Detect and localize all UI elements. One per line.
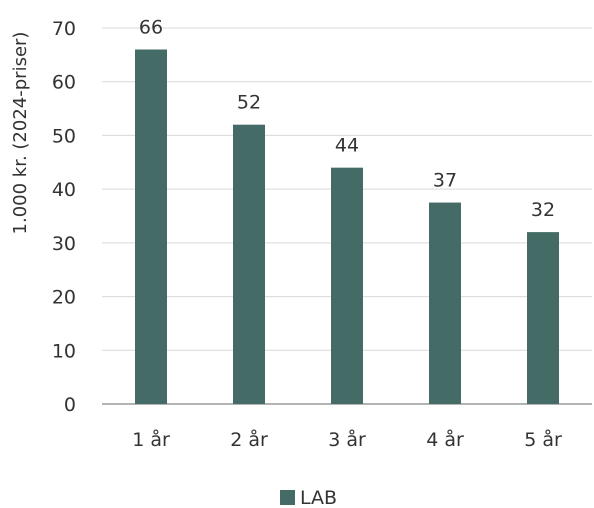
y-axis-title: 1.000 kr. (2024-priser): [10, 32, 31, 235]
data-label: 52: [237, 92, 261, 114]
x-tick-label: 4 år: [426, 428, 464, 451]
x-tick-label: 2 år: [230, 428, 268, 451]
y-tick-label: 0: [64, 394, 76, 416]
y-tick-label: 20: [52, 287, 76, 309]
y-tick-label: 70: [52, 18, 76, 40]
legend: LAB: [280, 487, 337, 508]
data-labels: 66 52 44 37 32: [139, 16, 555, 221]
bars: [135, 49, 559, 404]
bar: [135, 49, 167, 404]
legend-swatch-lab: [280, 490, 295, 505]
bar: [429, 202, 461, 404]
y-tick-label: 50: [52, 125, 76, 147]
x-tick-label: 5 år: [524, 428, 562, 451]
y-tick-label: 60: [52, 72, 76, 94]
x-tick-label: 1 år: [132, 428, 170, 451]
data-label: 44: [335, 135, 359, 157]
data-label: 66: [139, 16, 163, 38]
bar: [527, 232, 559, 404]
y-tick-label: 40: [52, 179, 76, 201]
x-axis-ticks: 1 år 2 år 3 år 4 år 5 år: [132, 428, 562, 451]
x-tick-label: 3 år: [328, 428, 366, 451]
bar: [331, 167, 363, 404]
y-tick-label: 10: [52, 340, 76, 362]
data-label: 32: [531, 199, 555, 221]
y-axis-ticks: 0 10 20 30 40 50 60 70: [52, 18, 76, 416]
y-tick-label: 30: [52, 233, 76, 255]
bar: [233, 124, 265, 404]
data-label: 37: [433, 170, 457, 192]
legend-label-lab: LAB: [300, 487, 337, 508]
